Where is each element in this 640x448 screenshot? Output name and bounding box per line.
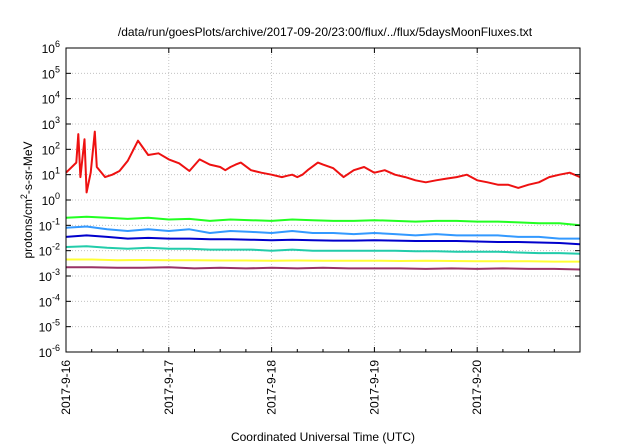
y-tick-label: 105 xyxy=(42,64,60,81)
series-layer xyxy=(65,130,581,271)
x-tick-label: 2017-9-17 xyxy=(162,360,176,415)
y-tick-label: 10-1 xyxy=(39,216,60,233)
y-tick-label: 104 xyxy=(42,90,60,107)
y-tick-label: 106 xyxy=(42,39,60,56)
y-tick-label: 102 xyxy=(42,140,60,157)
plot-frame xyxy=(65,47,581,353)
series-line-7 xyxy=(66,266,581,271)
y-tick-label: 10-4 xyxy=(39,292,60,309)
series-line-1 xyxy=(65,130,581,194)
x-tick-label: 2017-9-20 xyxy=(470,360,484,415)
series-line-6 xyxy=(66,258,580,263)
x-axis: 2017-9-16 2017-9-17 2017-9-18 2017-9-19 2017… xyxy=(59,48,555,415)
y-tick-label: 101 xyxy=(42,166,60,183)
y-tick-label: 10-6 xyxy=(39,343,60,360)
series-line-5 xyxy=(65,245,581,255)
series-line-4 xyxy=(65,234,581,246)
y-axis-title: protons/cm2-s-sr-MeV xyxy=(19,141,35,258)
grid xyxy=(66,48,580,352)
x-tick-label: 2017-9-16 xyxy=(59,360,73,415)
x-axis-title: Coordinated Universal Time (UTC) xyxy=(231,430,415,444)
chart-title: /data/run/goesPlots/archive/2017-09-20/2… xyxy=(118,25,533,39)
y-tick-label: 100 xyxy=(42,191,60,208)
series-line-2 xyxy=(65,215,581,227)
y-axis: 10-6 10-5 10-4 10-3 10-2 10-1 100 101 102 103 104 1… xyxy=(39,39,580,360)
x-tick-label: 2017-9-19 xyxy=(367,360,381,415)
x-tick-label: 2017-9-18 xyxy=(265,360,279,415)
series-line-3 xyxy=(65,225,580,240)
y-tick-label: 103 xyxy=(42,115,60,132)
y-tick-label: 10-3 xyxy=(39,267,60,284)
y-tick-label: 10-2 xyxy=(39,242,60,259)
y-tick-label: 10-5 xyxy=(39,318,60,335)
